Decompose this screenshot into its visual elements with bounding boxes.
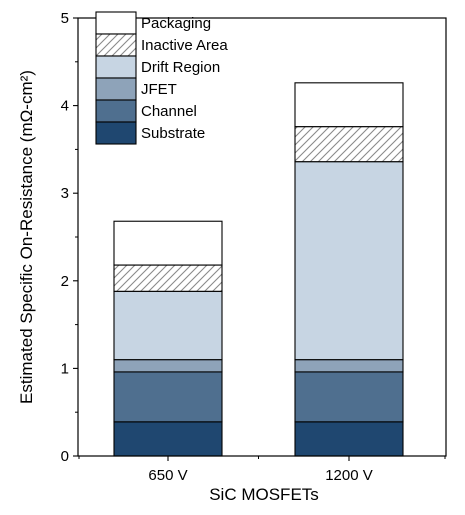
x-axis: 650 V 1200 V [78, 456, 446, 484]
legend-swatch-jfet [95, 77, 137, 101]
bar-650-v-jfet [113, 359, 223, 373]
bars-layer [113, 82, 404, 457]
y-tick-label: 1 [61, 360, 69, 377]
legend-label-inactive-area: Inactive Area [141, 37, 228, 54]
bar-650-v-channel [113, 371, 223, 423]
bar-1200-v-substrate [294, 421, 404, 457]
legend-swatch-drift-region [95, 55, 137, 79]
legend-swatch-packaging [95, 11, 137, 35]
legend-label-substrate: Substrate [141, 125, 205, 142]
y-tick-label: 2 [61, 273, 69, 290]
x-tick-label-650-v: 650 V [148, 467, 187, 484]
y-axis: 0 1 2 3 4 5 [61, 10, 78, 465]
legend-swatch-substrate [95, 121, 137, 145]
legend-label-packaging: Packaging [141, 15, 211, 32]
y-tick-label: 4 [61, 98, 69, 115]
bar-650-v-inactive-area [113, 264, 223, 292]
legend-label-drift-region: Drift Region [141, 59, 220, 76]
bar-1200-v-channel [294, 371, 404, 423]
legend-swatch-channel [95, 99, 137, 123]
x-tick-label-1200-v: 1200 V [325, 467, 373, 484]
x-axis-title: SiC MOSFETs [209, 485, 319, 504]
bar-1200-v-drift-region [294, 161, 404, 361]
y-tick-label: 5 [61, 10, 69, 27]
legend-label-channel: Channel [141, 103, 197, 120]
y-tick-label: 0 [61, 448, 69, 465]
y-tick-label: 3 [61, 185, 69, 202]
bar-650-v-packaging [113, 220, 223, 266]
legend-label-jfet: JFET [141, 81, 177, 98]
legend: Packaging Inactive Area Drift Region JFET Ch… [95, 11, 228, 145]
legend-swatch-inactive-area [95, 33, 137, 57]
bar-650-v-drift-region [113, 290, 223, 361]
bar-650-v-substrate [113, 421, 223, 457]
bar-1200-v-packaging [294, 82, 404, 128]
bar-1200-v-inactive-area [294, 126, 404, 163]
y-axis-title: Estimated Specific On-Resistance (mΩ-cm²… [17, 70, 36, 404]
bar-1200-v-jfet [294, 359, 404, 373]
